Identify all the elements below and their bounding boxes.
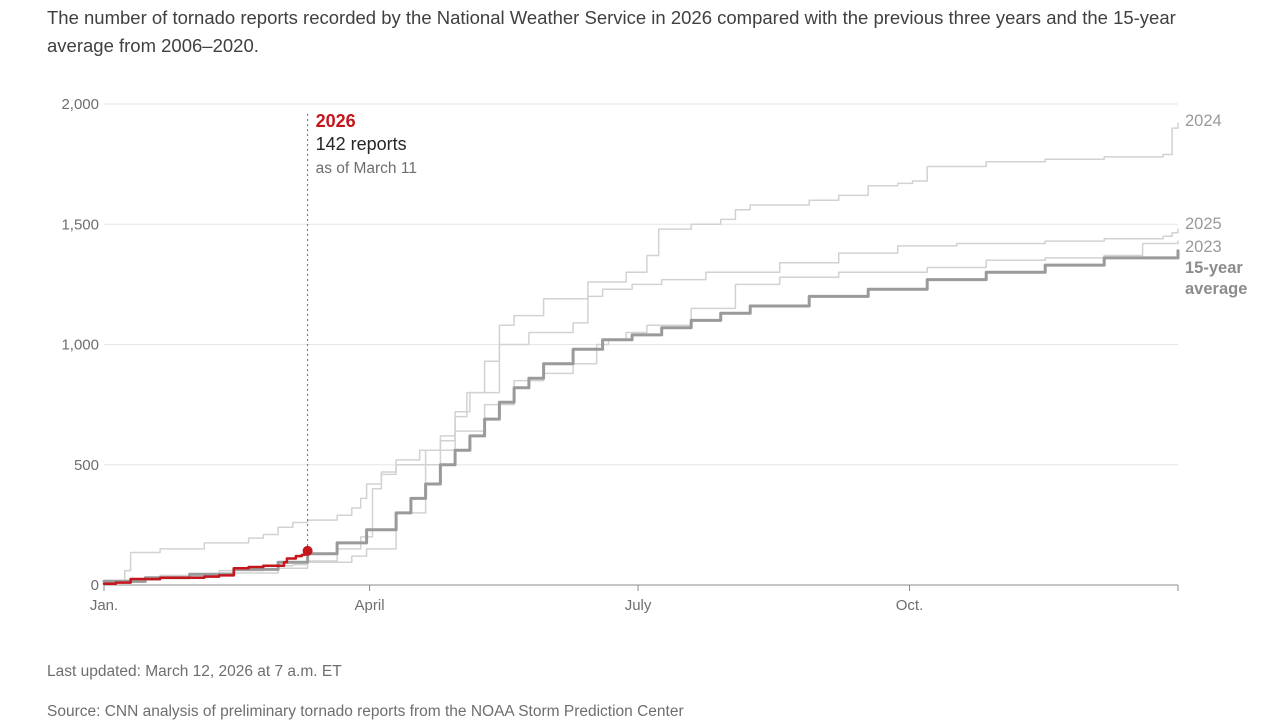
y-tick-label: 500 — [74, 457, 99, 474]
series-line-15-year-average — [102, 249, 1180, 583]
source-note: Source: CNN analysis of preliminary torn… — [47, 703, 684, 720]
x-tick-label: July — [625, 597, 652, 614]
series-line-2023 — [103, 240, 1179, 581]
annotation-point — [302, 545, 313, 556]
series-label-15-year-average: 15-year average — [1185, 259, 1247, 298]
chart-subtitle: The number of tornado reports recorded b… — [47, 7, 1176, 56]
series-labels: 2024 2025 2023 15-year average — [1185, 112, 1247, 298]
x-tick-label: Oct. — [896, 597, 924, 614]
annotation: 2026 142 reports as of March 11 — [302, 111, 417, 556]
series-label-2025: 2025 — [1185, 215, 1222, 233]
series-label-2024: 2024 — [1185, 112, 1222, 130]
tornado-chart: 0 500 1,000 1,500 2,000 Jan. April July Oct. 20… — [61, 96, 1247, 614]
x-tick-label: Jan. — [90, 597, 118, 614]
y-tick-label: 0 — [91, 577, 99, 594]
annotation-year: 2026 — [316, 111, 356, 131]
series-label-2023: 2023 — [1185, 238, 1222, 256]
grid — [104, 103, 1178, 586]
series-lines — [102, 122, 1180, 586]
x-tick-label: April — [355, 597, 385, 614]
y-tick-label: 1,000 — [61, 337, 99, 354]
last-updated: Last updated: March 12, 2026 at 7 a.m. E… — [47, 663, 342, 680]
series-line-2026 — [102, 549, 309, 586]
y-axis: 0 500 1,000 1,500 2,000 — [61, 96, 99, 594]
annotation-date: as of March 11 — [316, 160, 417, 177]
y-tick-label: 1,500 — [61, 216, 99, 233]
y-tick-label: 2,000 — [61, 96, 99, 113]
x-axis: Jan. April July Oct. — [90, 584, 1179, 614]
annotation-count: 142 reports — [316, 134, 407, 154]
series-line-2024 — [103, 122, 1179, 581]
series-line-2025 — [103, 228, 1179, 584]
